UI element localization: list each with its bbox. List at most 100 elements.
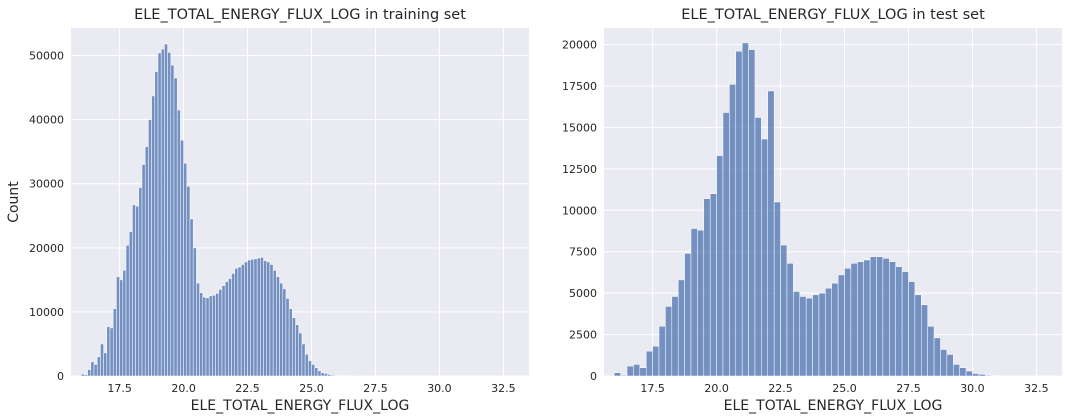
histogram-bar — [940, 349, 948, 377]
histogram-bar — [180, 139, 184, 377]
histogram-bar — [333, 375, 338, 377]
histogram-bar — [208, 295, 213, 377]
histogram-bar — [901, 271, 909, 377]
histogram-bar — [965, 370, 973, 377]
histogram-bar — [722, 112, 730, 377]
histogram-bars — [613, 42, 1063, 377]
histogram-bar — [170, 64, 175, 377]
histogram-bar — [308, 360, 312, 377]
x-tick-label: 30.0 — [427, 382, 452, 395]
histogram-bar — [112, 308, 117, 377]
y-tick-label: 15000 — [562, 121, 597, 134]
histogram-bar — [946, 354, 954, 377]
histogram-bar — [697, 229, 705, 377]
histogram-bar — [677, 279, 685, 377]
histogram-bar — [295, 324, 299, 377]
histogram-bar — [154, 71, 159, 377]
histogram-bar — [703, 198, 711, 377]
histogram-bar — [192, 247, 197, 377]
histogram-bar — [311, 364, 315, 377]
histogram-bars — [80, 43, 447, 377]
y-axis-label: Count — [6, 181, 22, 223]
histogram-bar — [921, 304, 928, 377]
histogram-bar — [767, 90, 775, 377]
y-tick-label: 20000 — [29, 242, 64, 255]
histogram-bar — [818, 292, 826, 377]
histogram-bar — [292, 317, 296, 377]
histogram-bar — [186, 186, 191, 377]
histogram-bar — [240, 264, 245, 377]
histogram-bar — [336, 375, 341, 377]
histogram-bar — [288, 308, 293, 377]
histogram-bar — [850, 263, 858, 377]
y-tick-label: 40000 — [29, 114, 64, 127]
histogram-bar — [205, 297, 210, 377]
histogram-bar — [327, 374, 331, 377]
histogram-bar — [148, 119, 152, 377]
histogram-bar — [927, 326, 935, 377]
histogram-bar — [96, 356, 101, 377]
histogram-bar — [132, 204, 136, 377]
histogram-bar — [93, 364, 98, 377]
histogram-bar — [959, 367, 967, 377]
x-tick-label: 25.0 — [832, 382, 857, 395]
histogram-bar — [103, 352, 108, 377]
histogram-bar — [109, 327, 114, 377]
histogram-bar — [167, 52, 172, 377]
y-tick-label: 5000 — [569, 287, 597, 300]
y-tick-label: 0 — [57, 370, 64, 383]
histogram-bar — [116, 276, 120, 377]
histogram-bar — [122, 270, 127, 377]
chart-title: ELE_TOTAL_ENERGY_FLUX_LOG in test set — [681, 7, 985, 23]
histogram-bar — [189, 218, 194, 377]
histogram-bar — [234, 268, 239, 377]
histogram-bar — [324, 373, 328, 377]
y-tick-label: 10000 — [562, 204, 597, 217]
histogram-bar — [244, 261, 248, 377]
histogram-bar — [729, 84, 737, 377]
histogram-bar — [825, 287, 832, 377]
histogram-bar — [748, 49, 756, 377]
x-tick-label: 27.5 — [896, 382, 921, 395]
histogram-bar — [231, 273, 236, 377]
histogram-bar — [869, 256, 877, 377]
histogram-bar — [164, 43, 168, 377]
histogram-bar — [831, 282, 839, 377]
histogram-bar — [953, 364, 960, 377]
y-tick-label: 12500 — [562, 163, 597, 176]
histogram-bar — [160, 48, 165, 377]
histogram-bar — [250, 259, 255, 377]
chart-title: ELE_TOTAL_ENERGY_FLUX_LOG in training se… — [134, 7, 466, 23]
y-tick-label: 7500 — [569, 246, 597, 259]
x-axis-label: ELE_TOTAL_ENERGY_FLUX_LOG — [724, 398, 943, 414]
histogram-bar — [125, 245, 130, 377]
x-tick-label: 22.5 — [768, 382, 793, 395]
y-tick-label: 0 — [590, 370, 597, 383]
chart-right: 0 2500 5000 7500 10000 12500 15000 17500 20000 17… — [562, 7, 1063, 414]
histogram-bar — [330, 374, 335, 377]
histogram-bar — [786, 263, 794, 377]
histogram-bar — [914, 294, 922, 377]
histogram-bar — [212, 294, 216, 377]
histogram-bar — [314, 367, 319, 377]
histogram-bar — [709, 193, 717, 377]
x-tick-label: 20.0 — [704, 382, 729, 395]
histogram-bar — [652, 345, 660, 377]
histogram-bar — [301, 343, 306, 377]
histogram-bar — [260, 257, 264, 377]
histogram-bar — [247, 259, 251, 377]
histogram-bar — [80, 373, 85, 377]
histogram-bar — [857, 261, 864, 377]
histogram-bar — [761, 138, 769, 377]
histogram-bar — [253, 258, 258, 377]
histogram-bar — [639, 367, 647, 377]
histogram-bar — [304, 353, 309, 377]
histogram-bar — [90, 361, 95, 377]
histogram-bar — [780, 244, 788, 377]
histogram-bar — [266, 261, 271, 377]
histogram-bar — [620, 374, 628, 377]
histogram-bar — [773, 201, 781, 377]
y-tick-label: 30000 — [29, 178, 64, 191]
histogram-bar — [135, 205, 140, 377]
histogram-bar — [844, 268, 852, 377]
